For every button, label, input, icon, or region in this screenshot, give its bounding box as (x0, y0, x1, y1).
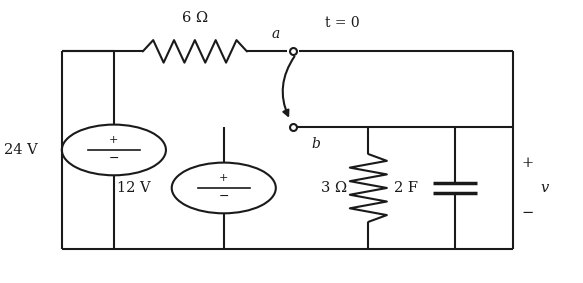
Text: −: − (108, 152, 119, 165)
Text: 6 Ω: 6 Ω (182, 10, 208, 25)
Text: −: − (219, 190, 229, 203)
Text: 2 F: 2 F (394, 181, 418, 195)
Text: 3 Ω: 3 Ω (321, 181, 347, 195)
Text: a: a (272, 27, 280, 42)
Text: v: v (540, 181, 549, 195)
Text: 12 V: 12 V (117, 181, 151, 195)
Text: +: + (219, 173, 229, 183)
Text: 24 V: 24 V (5, 143, 38, 157)
Text: −: − (521, 206, 533, 220)
Text: +: + (109, 135, 118, 145)
Text: t = 0: t = 0 (325, 16, 360, 30)
Text: b: b (312, 137, 321, 151)
Text: +: + (521, 156, 533, 170)
